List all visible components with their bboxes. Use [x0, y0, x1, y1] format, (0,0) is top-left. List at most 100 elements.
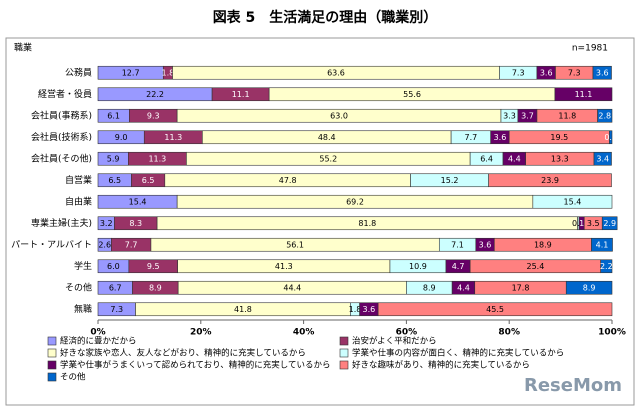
y-tick-label: 経営者・役員 — [38, 88, 92, 100]
data-label: 0.3 — [572, 219, 585, 228]
data-label: 8.3 — [129, 219, 142, 228]
data-label: 4.7 — [452, 262, 465, 271]
data-label: 1.8 — [349, 305, 362, 314]
data-label: 4.4 — [508, 154, 521, 163]
data-label: 48.4 — [318, 133, 336, 142]
data-label: 19.5 — [550, 133, 568, 142]
data-label: 22.2 — [146, 90, 164, 99]
legend-label: 治安がよく平和だから — [352, 336, 437, 347]
data-label: 3.6 — [363, 305, 376, 314]
data-label: 8.9 — [583, 283, 596, 292]
data-label: 11.3 — [148, 154, 166, 163]
data-label: 23.9 — [541, 176, 559, 185]
legend-swatch — [339, 360, 349, 370]
y-tick-label: パート・アルバイト — [11, 239, 92, 250]
data-label: 41.3 — [275, 262, 293, 271]
data-label: 15.4 — [564, 197, 582, 206]
legend-label: 好きな趣味があり、精神的に充実しているから — [352, 360, 530, 371]
x-tick-label: 0% — [90, 328, 105, 338]
bar-segment — [593, 151, 612, 166]
data-label: 25.4 — [527, 262, 545, 271]
y-axis-label: 職業 — [14, 42, 32, 54]
bar-segment — [591, 237, 613, 252]
data-label: 9.0 — [115, 133, 128, 142]
data-label: 4.4 — [457, 283, 470, 292]
data-label: 2.2 — [600, 262, 613, 271]
bar-segment — [597, 108, 613, 123]
data-label: 9.5 — [147, 262, 160, 271]
data-label: 5.9 — [107, 154, 120, 163]
x-tick-label: 60% — [396, 328, 418, 338]
data-label: 47.8 — [279, 176, 297, 185]
data-label: 6.5 — [142, 176, 155, 185]
data-label: 18.9 — [534, 240, 552, 249]
y-tick-label: 会社員(技術系) — [31, 131, 92, 143]
data-label: 3.6 — [596, 68, 609, 77]
data-label: 45.5 — [486, 305, 504, 314]
data-label: 11.1 — [575, 90, 593, 99]
y-tick-label: 自由業 — [65, 195, 92, 207]
y-tick-label: 学生 — [74, 260, 92, 272]
data-label: 3.6 — [494, 133, 507, 142]
data-label: 3.6 — [479, 240, 492, 249]
legend-swatch — [47, 336, 57, 346]
data-label: 69.2 — [346, 197, 364, 206]
data-label: 15.2 — [441, 176, 459, 185]
bar-segment — [609, 130, 613, 145]
bar-segment — [488, 173, 612, 188]
data-label: 1.8 — [162, 68, 175, 77]
legend-label: その他 — [60, 372, 86, 383]
legend-swatch — [47, 360, 57, 370]
data-label: 3.4 — [596, 154, 609, 163]
data-label: 7.3 — [568, 68, 581, 77]
x-tick-label: 20% — [190, 328, 212, 338]
data-label: 11.8 — [558, 111, 576, 120]
bar-segment — [592, 65, 612, 80]
data-label: 2.9 — [603, 219, 616, 228]
data-label: 12.7 — [122, 68, 140, 77]
legend-label: 経済的に豊かだから — [60, 336, 137, 347]
data-label: 6.5 — [108, 176, 121, 185]
legend-swatch — [47, 372, 57, 382]
data-label: 11.1 — [232, 90, 250, 99]
data-label: 3.6 — [540, 68, 553, 77]
y-tick-label: 自営業 — [65, 174, 92, 186]
data-label: 10.9 — [409, 262, 427, 271]
bar-segment — [554, 87, 613, 102]
data-label: 7.3 — [110, 305, 123, 314]
legend-swatch — [339, 336, 349, 346]
data-label: 11.3 — [164, 133, 182, 142]
x-tick-label: 80% — [498, 328, 520, 338]
data-label: 7.7 — [125, 240, 138, 249]
note: n=1981 — [572, 44, 608, 54]
data-label: 3.5 — [587, 219, 600, 228]
data-label: 44.4 — [283, 283, 301, 292]
y-tick-label: その他 — [65, 281, 92, 293]
data-label: 2.8 — [598, 111, 611, 120]
bar-segment — [600, 259, 613, 274]
data-label: 3.2 — [100, 219, 113, 228]
data-label: 55.6 — [403, 90, 421, 99]
data-label: 9.3 — [147, 111, 160, 120]
data-label: 56.1 — [286, 240, 304, 249]
legend-label: 学業や仕事の内容が面白く、精神的に充実しているから — [352, 348, 564, 359]
y-tick-label: 会社員(その他) — [31, 152, 92, 164]
data-label: 7.3 — [512, 68, 525, 77]
y-tick-label: 公務員 — [65, 66, 92, 78]
data-label: 7.7 — [465, 133, 478, 142]
y-tick-label: 無職 — [74, 303, 92, 315]
bar-segment — [377, 302, 613, 317]
x-tick-label: 40% — [293, 328, 315, 338]
bar-segment — [565, 280, 613, 295]
data-label: 0.5 — [604, 133, 617, 142]
y-tick-label: 会社員(事務系) — [31, 109, 92, 121]
data-label: 3.3 — [503, 111, 516, 120]
data-label: 6.4 — [480, 154, 493, 163]
bar-segment — [532, 194, 613, 209]
chart-title: 図表 5 生活満足の理由（職業別） — [213, 9, 438, 26]
legend-label: 学業や仕事がうまくいって認められており、精神的に充実しているから — [60, 360, 330, 371]
data-label: 2.6 — [98, 240, 111, 249]
data-label: 8.9 — [423, 283, 436, 292]
data-label: 81.8 — [358, 219, 376, 228]
